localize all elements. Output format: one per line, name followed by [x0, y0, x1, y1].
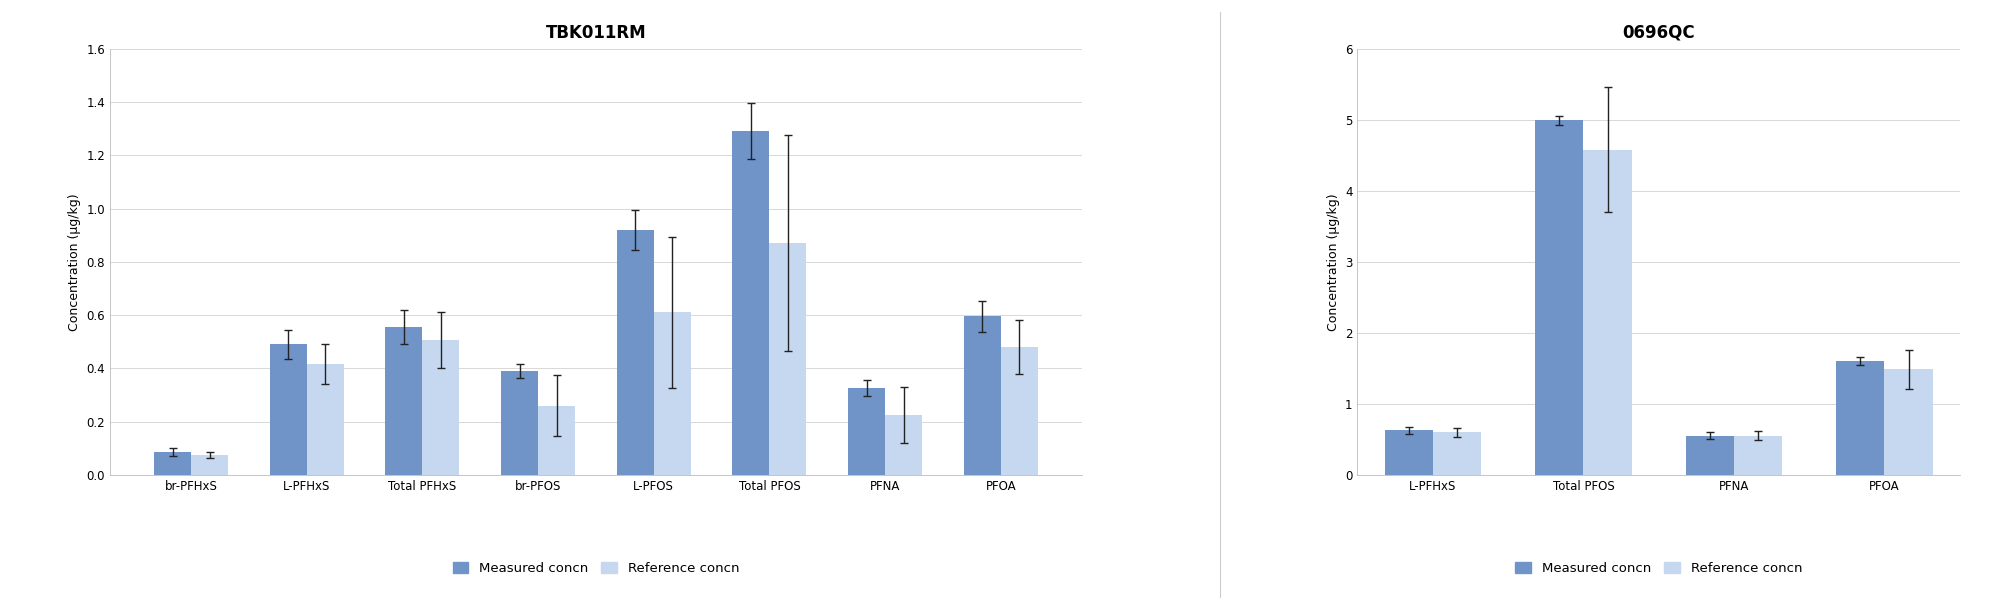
Bar [654, 312, 690, 475]
Bar [386, 327, 422, 475]
Legend: Measured concn, Reference concn: Measured concn, Reference concn [1516, 562, 1802, 575]
Y-axis label: Concentration (μg/kg): Concentration (μg/kg) [68, 193, 80, 331]
Bar [964, 317, 1000, 475]
Bar [306, 364, 344, 475]
Bar [886, 415, 922, 475]
Y-axis label: Concentration (μg/kg): Concentration (μg/kg) [1326, 193, 1340, 331]
Bar [1734, 435, 1782, 475]
Bar [538, 406, 576, 475]
Legend: Measured concn, Reference concn: Measured concn, Reference concn [452, 562, 740, 575]
Bar [154, 452, 192, 475]
Bar [422, 340, 460, 475]
Bar [1384, 431, 1432, 475]
Bar [848, 389, 886, 475]
Bar [1000, 347, 1038, 475]
Bar [192, 455, 228, 475]
Bar [616, 230, 654, 475]
Bar [1884, 369, 1932, 475]
Bar [1584, 150, 1632, 475]
Bar [770, 243, 806, 475]
Bar [732, 132, 770, 475]
Bar [1836, 361, 1884, 475]
Title: TBK011RM: TBK011RM [546, 24, 646, 41]
Bar [270, 345, 306, 475]
Bar [1686, 435, 1734, 475]
Bar [1536, 121, 1584, 475]
Bar [1432, 432, 1482, 475]
Bar [502, 371, 538, 475]
Title: 0696QC: 0696QC [1622, 24, 1696, 41]
